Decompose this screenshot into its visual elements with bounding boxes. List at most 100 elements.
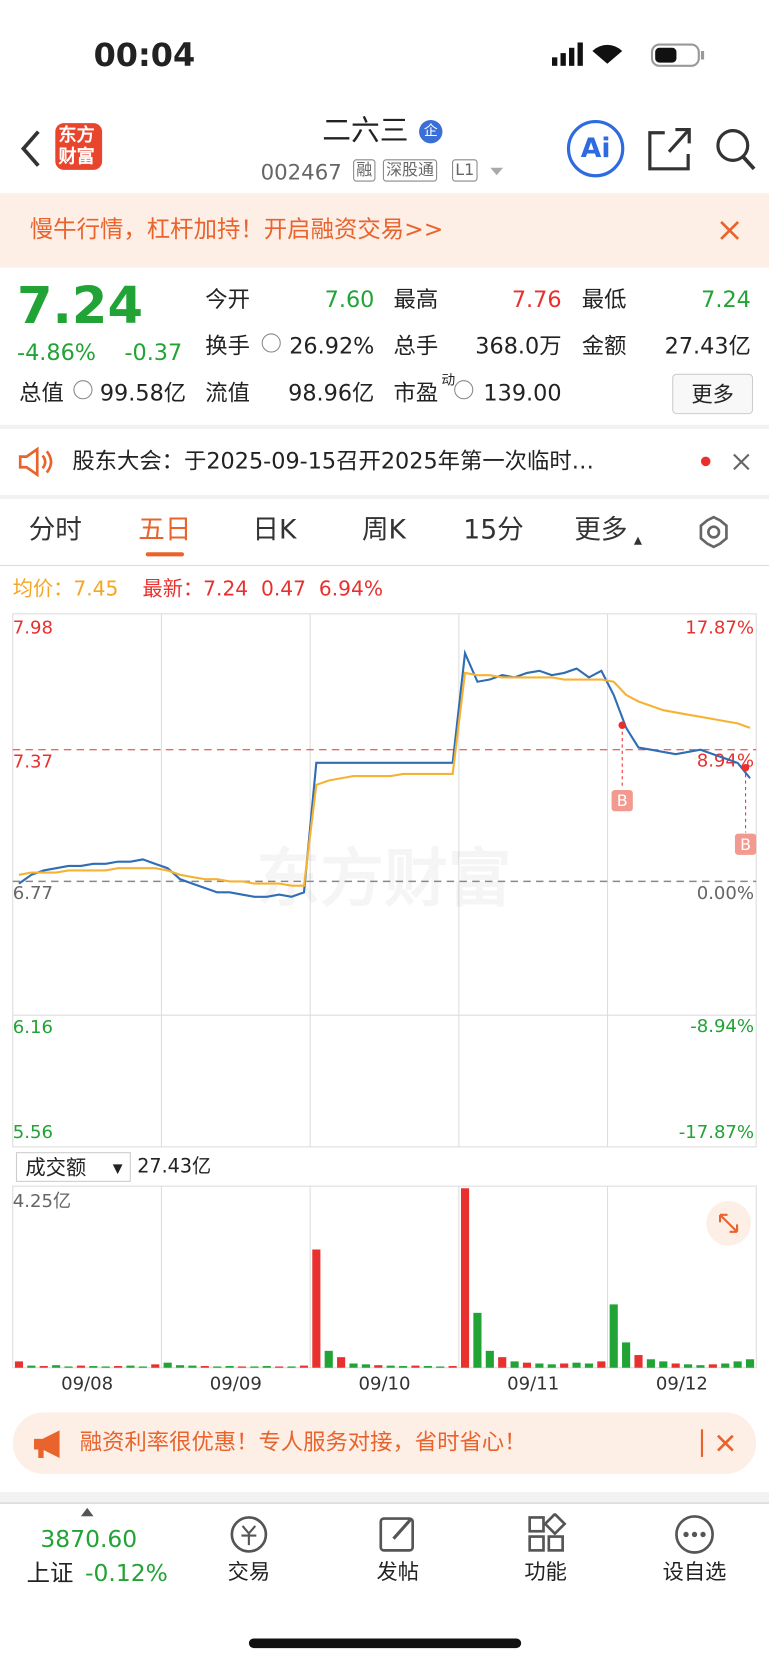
- divider: [0, 1502, 769, 1504]
- x-tick-label: 09/10: [358, 1374, 410, 1395]
- expand-button[interactable]: [706, 1201, 751, 1246]
- volume-bar: [27, 1365, 36, 1368]
- volume-bar: [547, 1364, 556, 1368]
- ad-text: 融资利率很优惠！专人服务对接，省时省心！: [79, 1429, 527, 1455]
- ai-button[interactable]: Ai: [566, 119, 625, 178]
- volume-bar: [386, 1365, 395, 1368]
- avg-label: 均价：7.45: [13, 577, 119, 602]
- tab-underline: [145, 552, 185, 557]
- stat-value: 7.60: [324, 286, 375, 313]
- volume-bar: [485, 1350, 494, 1368]
- info-icon: [261, 333, 281, 353]
- price-line: [18, 671, 751, 887]
- x-tick-label: 09/11: [507, 1374, 559, 1395]
- volume-bar: [745, 1359, 755, 1368]
- bottom-tab[interactable]: 交易: [227, 1558, 271, 1585]
- header-icons[interactable]: [643, 124, 760, 173]
- volume-bar: [535, 1363, 544, 1368]
- volume-bar: [337, 1357, 346, 1368]
- volume-bar: [114, 1366, 123, 1368]
- close-button[interactable]: [716, 1434, 735, 1453]
- logo-text: 财富: [58, 146, 95, 168]
- stat-label: 今开: [205, 286, 250, 313]
- label: 成交额: [25, 1156, 87, 1180]
- tab[interactable]: 15分: [463, 513, 524, 545]
- y2-tick-label: 17.87%: [685, 618, 754, 639]
- volume-bar: [52, 1365, 61, 1368]
- back-button[interactable]: [15, 127, 47, 169]
- more-button[interactable]: 更多: [672, 373, 754, 415]
- close-button[interactable]: [732, 452, 751, 471]
- y-tick-label: 6.16: [13, 1017, 53, 1038]
- tab[interactable]: 周K: [361, 513, 406, 545]
- tab[interactable]: 分时: [28, 513, 82, 545]
- bottom-tab[interactable]: 功能: [524, 1558, 567, 1585]
- index-name: 上证: [26, 1560, 74, 1588]
- volume-bar: [250, 1366, 259, 1368]
- change: -0.37: [124, 339, 183, 366]
- volume-bar: [572, 1362, 581, 1368]
- settings-icon[interactable]: [696, 514, 732, 550]
- volume-bar: [163, 1362, 172, 1368]
- ad-banner[interactable]: 融资利率很优惠！专人服务对接，省时省心！: [12, 1412, 757, 1474]
- y-tick-label: 5.56: [13, 1122, 53, 1143]
- volume-selector[interactable]: 成交额 ▼: [15, 1152, 131, 1182]
- x-tick-label: 09/09: [210, 1374, 262, 1395]
- buy-marker-label: B: [617, 791, 628, 810]
- volume-bar: [126, 1365, 135, 1368]
- volume-bar: [14, 1361, 24, 1368]
- volume-bar: [659, 1361, 668, 1368]
- dropdown-arrow[interactable]: [489, 166, 504, 177]
- stat-value: 7.24: [701, 286, 751, 313]
- volume-bar: [287, 1366, 296, 1368]
- badge: 企: [419, 119, 443, 144]
- separator: [700, 1429, 704, 1457]
- tab-icons: [230, 1513, 714, 1554]
- y-tick-label: 6.77: [13, 883, 53, 904]
- info-icon: [73, 380, 93, 400]
- volume-bar: [64, 1366, 73, 1368]
- stat-label: 总手: [393, 333, 439, 359]
- stat-label: 市盈: [393, 380, 439, 406]
- value: 7.45: [73, 577, 119, 602]
- bottom-tab[interactable]: 发帖: [376, 1558, 420, 1585]
- volume-bar: [138, 1366, 147, 1368]
- volume-bar: [188, 1365, 197, 1368]
- volume-bar: [684, 1364, 693, 1368]
- volume-bar: [237, 1366, 247, 1368]
- stat-value: 27.43亿: [664, 333, 751, 359]
- volume-bar: [460, 1188, 470, 1368]
- notice-text[interactable]: 股东大会：于2025-09-15召开2025年第一次临时…: [72, 448, 595, 474]
- plot-frame: [12, 613, 757, 1148]
- stat-label: 最高: [393, 286, 439, 313]
- banner-text: 慢牛行情，杠杆加持！开启融资交易>>: [29, 216, 444, 244]
- marker-dot: [741, 764, 750, 772]
- divider: [0, 1491, 769, 1503]
- volume-bar: [399, 1366, 408, 1368]
- volume-bar: [101, 1366, 110, 1368]
- volume-bar: [299, 1365, 309, 1368]
- divider: [0, 564, 769, 566]
- y2-tick-label: -17.87%: [679, 1122, 754, 1143]
- y-tick-label: 7.37: [13, 751, 53, 772]
- volume-bar: [696, 1365, 705, 1368]
- up-arrow: [80, 1507, 94, 1517]
- status-icons: [552, 42, 705, 67]
- volume-bar: [374, 1365, 383, 1368]
- stat-label: 流值: [205, 380, 250, 406]
- tab[interactable]: 日K: [252, 513, 297, 545]
- logo[interactable]: 东方 财富: [55, 123, 103, 170]
- promo-banner[interactable]: 慢牛行情，杠杆加持！开启融资交易>>: [0, 193, 769, 268]
- close-button[interactable]: [719, 220, 740, 241]
- tab[interactable]: 五日: [138, 513, 192, 545]
- speaker-icon: [18, 446, 53, 478]
- bottom-tab[interactable]: 设自选: [662, 1558, 727, 1585]
- tab[interactable]: 更多: [574, 513, 628, 545]
- stock-name: 二六三: [322, 114, 409, 148]
- index-value[interactable]: 3870.60: [40, 1527, 138, 1554]
- info-icon: [454, 380, 474, 400]
- status-time: 00:04: [93, 37, 196, 75]
- marker-dot: [618, 721, 626, 729]
